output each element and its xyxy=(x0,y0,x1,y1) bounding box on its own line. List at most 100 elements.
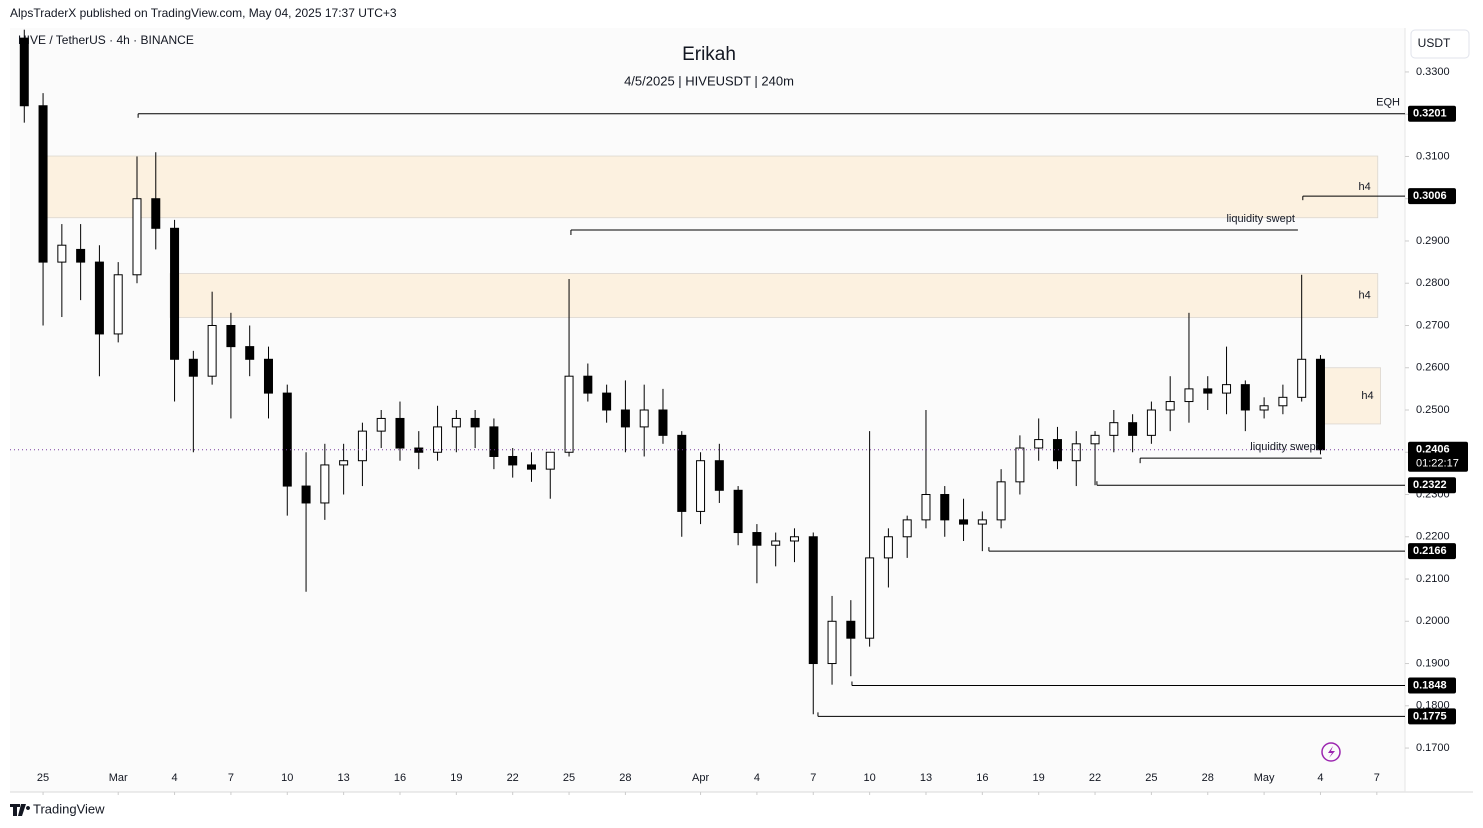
y-tick-label: 0.2600 xyxy=(1416,362,1450,374)
candle-body xyxy=(38,105,48,263)
candle-body xyxy=(57,244,67,263)
candle-body xyxy=(1128,422,1138,436)
publish-header: AlpsTraderX published on TradingView.com… xyxy=(10,6,397,20)
candle-body xyxy=(226,324,236,348)
candle-body xyxy=(301,485,311,504)
level-label: 0.1848 xyxy=(1413,679,1447,691)
candle-body xyxy=(921,494,931,521)
level-text: EQH xyxy=(1376,97,1400,109)
y-tick-label: 0.2700 xyxy=(1416,319,1450,331)
candle-body xyxy=(508,455,518,466)
candle-body xyxy=(733,489,743,534)
supply-zone xyxy=(39,155,1379,219)
candle-body xyxy=(696,460,706,512)
x-tick-label: May xyxy=(1254,772,1275,784)
candle-body xyxy=(789,536,799,542)
candle-body xyxy=(1297,358,1307,398)
x-tick-label: 22 xyxy=(1089,772,1101,784)
x-tick-label: 4 xyxy=(754,772,760,784)
candle-body xyxy=(977,519,987,525)
candle-body xyxy=(1259,405,1269,411)
candle-body xyxy=(1090,434,1100,445)
candle-body xyxy=(714,460,724,491)
candle-body xyxy=(113,274,123,335)
candle-body xyxy=(602,392,612,411)
x-tick-label: 22 xyxy=(507,772,519,784)
candle-body xyxy=(1146,409,1156,436)
level-label: 0.3006 xyxy=(1413,190,1447,202)
candle-body xyxy=(339,460,349,466)
supply-zone xyxy=(1321,367,1381,425)
y-tick-label: 0.1900 xyxy=(1416,657,1450,669)
candle-body xyxy=(545,451,555,470)
candle-body xyxy=(677,434,687,512)
candle-body xyxy=(1315,358,1325,451)
candle-body xyxy=(470,417,480,428)
x-tick-label: 7 xyxy=(1374,772,1380,784)
y-tick-label: 0.2000 xyxy=(1416,615,1450,627)
candle-body xyxy=(395,417,405,449)
candle-body xyxy=(433,426,443,453)
candle-body xyxy=(583,375,593,394)
candle-body xyxy=(282,392,292,487)
candle-body xyxy=(357,430,367,462)
candle-body xyxy=(170,227,180,360)
candle-body xyxy=(1165,401,1175,411)
candle-body xyxy=(959,519,969,525)
currency-button[interactable] xyxy=(1410,29,1470,59)
level-box xyxy=(1408,105,1456,122)
currency-label[interactable]: USDT xyxy=(1418,36,1451,50)
alert-icon[interactable] xyxy=(1321,742,1341,762)
x-tick-label: 25 xyxy=(563,772,575,784)
y-tick-label: 0.2900 xyxy=(1416,235,1450,247)
logo xyxy=(10,804,31,816)
candle-body xyxy=(883,536,893,559)
sweep-text: liquidity swept xyxy=(1250,441,1318,453)
candle-body xyxy=(1184,388,1194,403)
level-label: 0.2322 xyxy=(1413,479,1447,491)
candle-body xyxy=(1015,447,1025,483)
zone-label: h4 xyxy=(1359,289,1371,301)
candle-body xyxy=(132,198,142,276)
y-tick-label: 0.2800 xyxy=(1416,277,1450,289)
candle-body xyxy=(771,540,781,546)
candle-body xyxy=(1278,396,1288,407)
candle-body xyxy=(376,417,386,432)
candle-body xyxy=(620,409,630,428)
candle-body xyxy=(320,464,330,504)
x-tick-label: Mar xyxy=(109,772,128,784)
candle-body xyxy=(245,346,255,360)
level-box xyxy=(1408,188,1456,205)
candle-body xyxy=(564,375,574,453)
x-tick-label: 28 xyxy=(1202,772,1214,784)
alert-bolt xyxy=(1328,746,1335,758)
sweep-text: liquidity swept xyxy=(1226,213,1294,225)
plot-area xyxy=(10,28,1405,792)
x-tick-label: 25 xyxy=(37,772,49,784)
candle-body xyxy=(846,620,856,639)
level-box xyxy=(1408,543,1456,560)
candle-body xyxy=(207,324,217,377)
x-tick-label: 19 xyxy=(1033,772,1045,784)
candle-body xyxy=(808,536,818,665)
y-tick-label: 0.2500 xyxy=(1416,404,1450,416)
candle-body xyxy=(752,532,762,546)
y-tick-label: 0.3100 xyxy=(1416,150,1450,162)
x-tick-label: 13 xyxy=(920,772,932,784)
x-tick-label: 13 xyxy=(338,772,350,784)
candle-body xyxy=(827,620,837,665)
candle-body xyxy=(1203,388,1213,394)
level-box xyxy=(1408,708,1456,725)
candle-body xyxy=(489,426,499,457)
candle-body xyxy=(151,198,161,229)
candle-body xyxy=(1109,422,1119,436)
symbol-info: HIVE / TetherUS · 4h · BINANCE xyxy=(18,33,194,47)
footer-brand: TradingView xyxy=(33,801,105,816)
x-tick-label: 10 xyxy=(863,772,875,784)
x-tick-label: 4 xyxy=(171,772,177,784)
candle-body xyxy=(526,464,536,470)
level-label: 0.2166 xyxy=(1413,545,1447,557)
chart-title: Erikah xyxy=(682,44,736,65)
candle-body xyxy=(940,494,950,521)
